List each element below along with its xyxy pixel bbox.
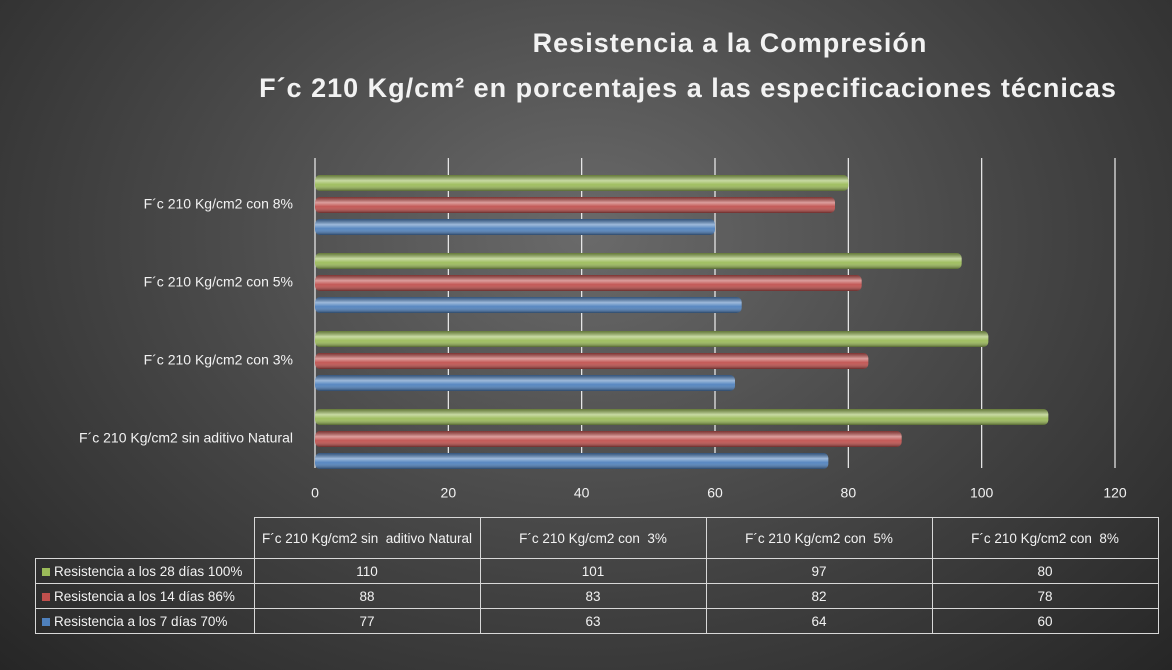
table-header-cell: F´c 210 Kg/cm2 con 8% xyxy=(931,517,1159,559)
legend-label: Resistencia a los 28 días 100% xyxy=(54,563,243,579)
legend-cell: Resistencia a los 14 días 86% xyxy=(35,583,255,609)
table-value: 110 xyxy=(253,558,481,584)
x-tick-label: 80 xyxy=(841,485,857,501)
table-value: 88 xyxy=(253,583,481,609)
table-row: Resistencia a los 7 días 70% 77 63 64 60 xyxy=(35,608,1159,634)
legend-label: Resistencia a los 14 días 86% xyxy=(54,588,235,604)
table-header-cell: F´c 210 Kg/cm2 con 3% xyxy=(479,517,707,559)
y-tick-label: F´c 210 Kg/cm2 con 8% xyxy=(144,196,293,212)
bar-shine xyxy=(315,431,902,447)
y-tick-label: F´c 210 Kg/cm2 sin aditivo Natural xyxy=(79,430,293,446)
x-tick-label: 0 xyxy=(311,485,319,501)
bar-shine xyxy=(315,197,835,213)
legend-cell: Resistencia a los 7 días 70% xyxy=(35,608,255,634)
x-tick-label: 120 xyxy=(1103,485,1127,501)
bar-shine xyxy=(315,253,962,269)
bar-shine xyxy=(315,409,1049,425)
table-value: 97 xyxy=(705,558,933,584)
legend-key xyxy=(42,617,50,626)
table-value: 82 xyxy=(705,583,933,609)
legend-key xyxy=(42,567,50,576)
bar-shine xyxy=(315,453,829,469)
chart-title: Resistencia a la Compresión xyxy=(533,28,928,58)
y-tick-label: F´c 210 Kg/cm2 con 5% xyxy=(144,274,293,290)
bar-shine xyxy=(315,331,989,347)
table-value: 64 xyxy=(705,608,933,634)
legend-cell: Resistencia a los 28 días 100% xyxy=(35,558,255,584)
table-header-cell: F´c 210 Kg/cm2 sin aditivo Natural xyxy=(253,517,481,559)
x-tick-label: 60 xyxy=(707,485,723,501)
table-header-cell: F´c 210 Kg/cm2 con 5% xyxy=(705,517,933,559)
table-row: Resistencia a los 14 días 86% 88 83 82 78 xyxy=(35,583,1159,609)
table-header: F´c 210 Kg/cm2 sin aditivo Natural F´c 21… xyxy=(35,517,1159,559)
y-tick-label: F´c 210 Kg/cm2 con 3% xyxy=(144,352,293,368)
bar-shine xyxy=(315,353,869,369)
x-tick-label: 20 xyxy=(441,485,457,501)
x-tick-label: 100 xyxy=(970,485,994,501)
table-value: 101 xyxy=(479,558,707,584)
x-tick-label: 40 xyxy=(574,485,590,501)
table-row: Resistencia a los 28 días 100% 110 101 97 80 xyxy=(35,558,1159,584)
table-value: 60 xyxy=(931,608,1159,634)
legend-key xyxy=(42,592,50,601)
legend-label: Resistencia a los 7 días 70% xyxy=(54,613,228,629)
table-value: 83 xyxy=(479,583,707,609)
table-corner xyxy=(35,517,255,559)
bar-shine xyxy=(315,175,849,191)
bar-shine xyxy=(315,375,735,391)
table-value: 78 xyxy=(931,583,1159,609)
table-value: 80 xyxy=(931,558,1159,584)
table-value: 77 xyxy=(253,608,481,634)
bar-shine xyxy=(315,275,862,291)
bar-shine xyxy=(315,219,715,235)
bar-shine xyxy=(315,297,742,313)
data-table: F´c 210 Kg/cm2 sin aditivo Natural F´c 21… xyxy=(35,517,1159,634)
chart-subtitle: F´c 210 Kg/cm² en porcentajes a las espe… xyxy=(259,73,1117,103)
table-value: 63 xyxy=(479,608,707,634)
